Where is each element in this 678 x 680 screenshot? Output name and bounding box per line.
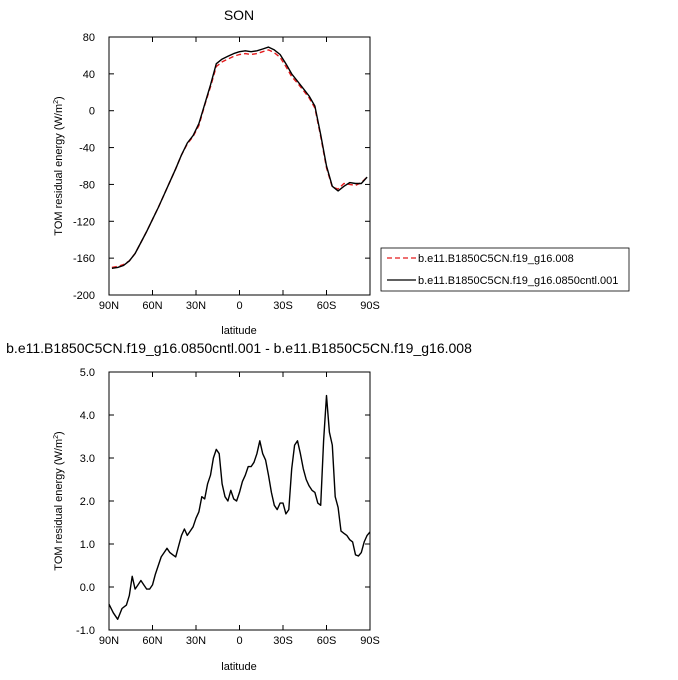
series-line-1 xyxy=(108,394,371,620)
x-tick-label: 60N xyxy=(142,300,162,312)
top-chart-title: SON xyxy=(224,7,254,23)
x-tick-label: 90S xyxy=(360,635,380,647)
x-tick-label: 30N xyxy=(186,635,206,647)
x-tick-label: 90N xyxy=(99,300,119,312)
bottom-series xyxy=(108,394,371,620)
bottom-y-tick-labels: -1.0 0.0 1.0 2.0 3.0 4.0 5.0 xyxy=(76,367,95,637)
bottom-panel: b.e11.B1850C5CN.f19_g16.0850cntl.001 - b… xyxy=(6,340,472,673)
y-tick-label: -80 xyxy=(79,179,95,191)
y-tick-label: 2.0 xyxy=(80,496,95,508)
x-tick-label: 90N xyxy=(99,635,119,647)
bottom-ticks xyxy=(108,371,371,631)
top-x-axis-title: latitude xyxy=(221,325,256,337)
top-ticks xyxy=(108,36,371,296)
series-line-1 xyxy=(111,49,368,269)
x-tick-label: 30S xyxy=(273,300,293,312)
x-tick-label: 0 xyxy=(236,635,242,647)
y-tick-label: 4.0 xyxy=(80,410,95,422)
top-series xyxy=(111,46,368,269)
bottom-chart-title: b.e11.B1850C5CN.f19_g16.0850cntl.001 - b… xyxy=(6,340,472,356)
y-tick-label: -200 xyxy=(73,290,95,302)
y-tick-label: 1.0 xyxy=(80,539,95,551)
y-tick-label: 80 xyxy=(83,32,95,44)
x-tick-label: 30S xyxy=(273,635,293,647)
y-tick-label: 5.0 xyxy=(80,367,95,379)
legend-label-series-1: b.e11.B1850C5CN.f19_g16.008 xyxy=(418,253,574,265)
bottom-y-axis-title: TOM residual energy (W/m2) xyxy=(53,431,65,570)
y-tick-label: -1.0 xyxy=(76,625,95,637)
y-tick-label: 0 xyxy=(89,106,95,118)
series-line-2 xyxy=(111,46,368,269)
top-x-tick-labels: 90N 60N 30N 0 30S 60S 90S xyxy=(99,300,380,312)
bottom-y-axis-title-main: TOM residual energy (W/m xyxy=(53,439,65,571)
x-tick-label: 0 xyxy=(236,300,242,312)
y-tick-label: -160 xyxy=(73,253,95,265)
x-tick-label: 30N xyxy=(186,300,206,312)
legend-label-series-2: b.e11.B1850C5CN.f19_g16.0850cntl.001 xyxy=(418,275,618,287)
x-tick-label: 90S xyxy=(360,300,380,312)
top-y-tick-labels: -200 -160 -120 -80 -40 0 40 80 xyxy=(73,32,95,302)
y-tick-label: -120 xyxy=(73,216,95,228)
bottom-y-axis-title-close: ) xyxy=(53,431,65,435)
y-tick-label: -40 xyxy=(79,143,95,155)
y-tick-label: 40 xyxy=(83,69,95,81)
top-panel: SON 90N 60N 30N 0 30S 60S 90S -200-160-120-80-… xyxy=(53,7,380,337)
top-y-axis-title-sup: 2 xyxy=(53,100,60,104)
x-tick-label: 60N xyxy=(142,635,162,647)
x-tick-label: 60S xyxy=(317,635,337,647)
bottom-x-axis-title: latitude xyxy=(221,661,256,673)
top-plot-frame xyxy=(108,36,371,296)
top-y-axis-title-main: TOM residual energy (W/m xyxy=(53,104,65,236)
top-y-axis-title-close: ) xyxy=(53,96,65,100)
legend: b.e11.B1850C5CN.f19_g16.008 b.e11.B1850C… xyxy=(380,247,630,292)
bottom-plot-frame xyxy=(108,371,371,631)
bottom-y-axis-title-sup: 2 xyxy=(53,435,60,439)
legend-box xyxy=(380,247,630,292)
y-tick-label: 3.0 xyxy=(80,453,95,465)
top-y-axis-title: TOM residual energy (W/m2) xyxy=(53,96,65,235)
y-tick-label: 0.0 xyxy=(80,582,95,594)
bottom-x-tick-labels: 90N 60N 30N 0 30S 60S 90S xyxy=(99,635,380,647)
x-tick-label: 60S xyxy=(317,300,337,312)
